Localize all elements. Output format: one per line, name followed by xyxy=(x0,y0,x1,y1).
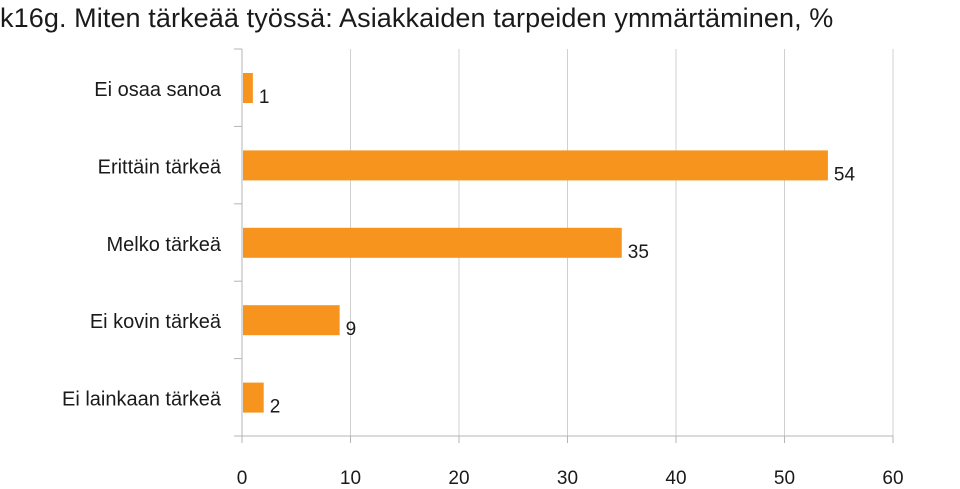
data-label: 35 xyxy=(628,242,649,263)
labels: 0 10 20 30 40 50 60 Ei osaa sanoa 1 Erittäin tärk… xyxy=(62,79,904,489)
category-label: Ei kovin tärkeä xyxy=(90,311,222,333)
chart-title: k16g. Miten tärkeää työssä: Asiakkaiden … xyxy=(0,3,834,33)
data-label: 2 xyxy=(270,397,281,418)
bars xyxy=(243,73,828,413)
bar xyxy=(243,227,622,258)
x-tick-label: 60 xyxy=(882,468,903,489)
category-label: Melko tärkeä xyxy=(107,234,222,256)
x-tick-label: 0 xyxy=(237,468,248,489)
data-label: 54 xyxy=(834,164,856,185)
bar xyxy=(243,73,253,103)
data-label: 9 xyxy=(346,319,357,340)
x-tick-label: 40 xyxy=(665,468,686,489)
x-tick-label: 10 xyxy=(340,468,361,489)
x-tick-label: 20 xyxy=(448,468,469,489)
category-label: Ei lainkaan tärkeä xyxy=(62,389,222,411)
category-label: Erittäin tärkeä xyxy=(98,156,222,178)
x-tick-label: 50 xyxy=(774,468,795,489)
category-label: Ei osaa sanoa xyxy=(94,79,222,101)
x-tick-label: 30 xyxy=(557,468,578,489)
bar xyxy=(243,382,264,413)
data-label: 1 xyxy=(259,87,270,108)
bar xyxy=(243,150,828,181)
axes xyxy=(234,48,894,443)
bar xyxy=(243,305,340,336)
